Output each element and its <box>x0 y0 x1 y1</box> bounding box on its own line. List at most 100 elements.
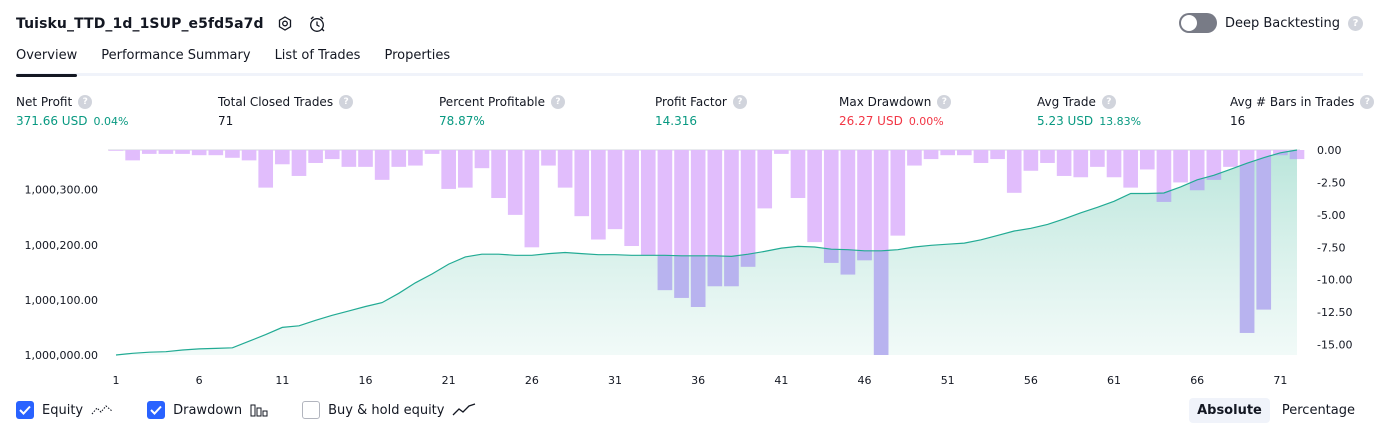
tab-overview[interactable]: Overview <box>16 46 78 77</box>
chart-legend: Equity Drawdown Buy & hold equity <box>16 401 510 419</box>
deep-backtesting-control: Deep Backtesting ? <box>1178 13 1363 33</box>
drawdown-bar <box>191 150 207 156</box>
drawdown-bar <box>524 150 540 248</box>
metric-label: Percent Profitable <box>439 94 545 109</box>
mode-absolute[interactable]: Absolute <box>1189 398 1270 423</box>
tab-list-of-trades[interactable]: List of Trades <box>274 48 361 63</box>
info-icon[interactable]: ? <box>937 94 952 109</box>
trade-tick-label: 56 <box>1024 374 1038 387</box>
metric-total-closed-trades: Total Closed Trades? 71 <box>218 93 354 128</box>
drawdown-bar <box>757 150 773 209</box>
legend-buy-hold[interactable]: Buy & hold equity <box>302 401 476 419</box>
metric-label: Max Drawdown <box>839 94 932 109</box>
drawdown-bar <box>1040 150 1055 163</box>
settings-icon[interactable] <box>274 13 296 35</box>
drawdown-bar-overlap <box>1289 150 1297 160</box>
drawdown-bar <box>275 150 290 165</box>
deep-backtesting-toggle[interactable] <box>1178 13 1217 33</box>
drawdown-bar <box>308 150 323 163</box>
legend-equity-label: Equity <box>42 402 84 418</box>
equity-tick-label: 1,000,300.00 <box>25 184 98 197</box>
alert-clock-icon[interactable] <box>306 13 328 35</box>
drawdown-bar <box>391 150 407 167</box>
legend-equity[interactable]: Equity <box>16 401 113 419</box>
strategy-title: Tuisku_TTD_1d_1SUP_e5fd5a7d <box>16 16 264 32</box>
trade-tick-label: 61 <box>1107 374 1121 387</box>
drawdown-bar <box>790 150 806 199</box>
drawdown-bar <box>640 150 656 256</box>
drawdown-bar <box>707 150 723 287</box>
info-icon[interactable]: ? <box>1360 94 1375 109</box>
info-icon[interactable]: ? <box>78 94 93 109</box>
drawdown-tick-label: -15.00 <box>1317 339 1352 352</box>
legend-drawdown-label: Drawdown <box>173 402 243 418</box>
equity-tick-label: 1,000,100.00 <box>25 294 98 307</box>
checkbox-drawdown[interactable] <box>147 401 166 419</box>
drawdown-bar <box>724 150 739 287</box>
drawdown-bar <box>441 150 456 189</box>
trade-tick-label: 21 <box>442 374 456 387</box>
metric-percent: 13.83% <box>1099 115 1142 128</box>
checkbox-equity[interactable] <box>16 401 34 419</box>
report-header: Tuisku_TTD_1d_1SUP_e5fd5a7d <box>16 12 328 36</box>
drawdown-bar <box>241 150 257 161</box>
help-icon[interactable]: ? <box>1348 15 1363 31</box>
checkbox-buy-hold[interactable] <box>302 401 321 419</box>
drawdown-bar <box>957 150 972 156</box>
metric-label: Avg # Bars in Trades <box>1230 94 1355 109</box>
drawdown-bar <box>374 150 390 180</box>
drawdown-tick-label: -5.00 <box>1317 209 1345 222</box>
drawdown-bar <box>408 150 423 166</box>
drawdown-bar <box>424 150 440 154</box>
drawdown-bar <box>125 150 140 161</box>
tab-properties[interactable]: Properties <box>384 48 451 63</box>
metric-value: 26.27 USD <box>839 114 903 128</box>
mode-percentage[interactable]: Percentage <box>1281 403 1355 418</box>
info-icon[interactable]: ? <box>339 94 354 109</box>
drawdown-bar <box>541 150 556 166</box>
drawdown-bar <box>1106 150 1122 178</box>
metric-value: 5.23 USD <box>1037 114 1094 128</box>
trade-tick-label: 66 <box>1190 374 1204 387</box>
equity-drawdown-chart[interactable]: 1,000,000.00 1,000,100.00 1,000,200.00 1,00… <box>0 140 1379 390</box>
drawdown-bar <box>1073 150 1089 178</box>
metric-profit-factor: Profit Factor? 14.316 <box>655 93 747 128</box>
drawdown-bar <box>857 150 872 261</box>
metric-label: Net Profit <box>16 94 73 109</box>
info-icon[interactable]: ? <box>550 94 565 109</box>
value-mode-switch: Absolute Percentage <box>1189 398 1363 423</box>
drawdown-tick-label: -10.00 <box>1317 274 1352 287</box>
drawdown-bar <box>624 150 639 247</box>
drawdown-bar <box>990 150 1005 160</box>
drawdown-tick-label: 0.00 <box>1317 144 1342 157</box>
trade-tick-label: 41 <box>774 374 788 387</box>
metric-max-drawdown: Max Drawdown? 26.27 USD 0.00% <box>839 93 952 128</box>
drawdown-bar <box>890 150 906 236</box>
deep-backtesting-label: Deep Backtesting <box>1224 15 1340 31</box>
drawdown-bar <box>1223 150 1238 167</box>
equity-area <box>116 150 1297 355</box>
equity-tick-label: 1,000,000.00 <box>25 349 98 362</box>
drawdown-bar <box>208 150 224 156</box>
equity-tick-label: 1,000,200.00 <box>25 239 98 252</box>
metric-percent: 0.00% <box>908 115 944 128</box>
drawdown-tick-label: -2.50 <box>1317 176 1345 189</box>
drawdown-bar <box>1090 150 1105 167</box>
drawdown-bar <box>225 150 240 158</box>
metric-value: 71 <box>218 114 234 128</box>
info-icon[interactable]: ? <box>1101 94 1116 109</box>
tab-performance-summary[interactable]: Performance Summary <box>101 48 251 63</box>
buy-hold-line-icon <box>453 403 476 416</box>
drawdown-bar <box>491 150 506 199</box>
metric-value: 371.66 USD <box>16 114 88 128</box>
equity-axis: 1,000,000.00 1,000,100.00 1,000,200.00 1,00… <box>25 184 98 362</box>
drawdown-bar-overlap <box>1239 150 1255 333</box>
drawdown-bar <box>341 150 357 167</box>
drawdown-tick-label: -7.50 <box>1317 241 1345 254</box>
drawdown-bar <box>740 150 756 267</box>
info-icon[interactable]: ? <box>732 94 747 109</box>
trade-tick-label: 46 <box>858 374 872 387</box>
metric-label: Avg Trade <box>1037 94 1096 109</box>
drawdown-bar <box>1156 150 1172 202</box>
legend-drawdown[interactable]: Drawdown <box>147 401 268 419</box>
